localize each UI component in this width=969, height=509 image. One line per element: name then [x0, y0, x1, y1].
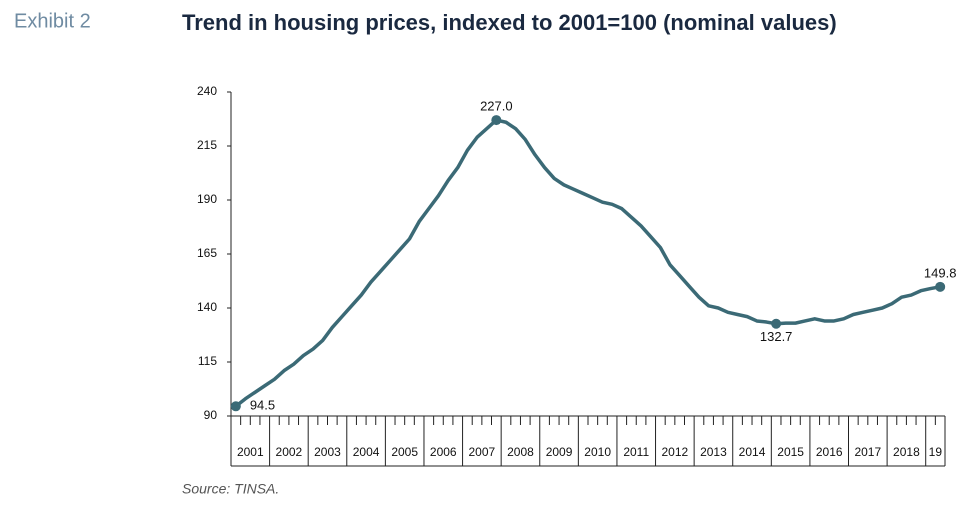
y-tick-label: 115 [198, 354, 217, 368]
point-marker [935, 281, 946, 292]
x-tick-label: 2012 [661, 445, 688, 459]
x-tick-label: 2007 [469, 445, 496, 459]
x-tick-label: 2009 [546, 445, 573, 459]
x-tick-label: 2006 [430, 445, 457, 459]
chart-title: Trend in housing prices, indexed to 2001… [182, 10, 837, 35]
x-tick-label: 19 [929, 445, 943, 459]
x-tick-label: 2015 [777, 445, 804, 459]
x-tick-label: 2018 [893, 445, 920, 459]
x-tick-label: 2002 [276, 445, 303, 459]
value-label: 227.0 [480, 99, 513, 114]
y-tick-label: 240 [197, 84, 217, 98]
value-label: 149.8 [924, 265, 957, 280]
x-tick-label: 2005 [391, 445, 418, 459]
x-tick-label: 2003 [314, 445, 341, 459]
x-tick-label: 2013 [700, 445, 727, 459]
point-marker [230, 401, 241, 412]
x-tick-label: 2014 [739, 445, 766, 459]
y-tick-label: 140 [197, 300, 217, 314]
point-marker [491, 115, 502, 126]
x-tick-label: 2011 [623, 445, 649, 459]
x-tick-label: 2001 [237, 445, 264, 459]
value-label: 94.5 [250, 398, 275, 413]
x-tick-label: 2016 [816, 445, 843, 459]
line [234, 118, 941, 408]
y-tick-label: 190 [197, 192, 217, 206]
x-tick-label: 2004 [353, 445, 380, 459]
point-marker [771, 318, 782, 329]
source: Source: TINSA. [182, 481, 279, 497]
x-tick-label: 2017 [854, 445, 881, 459]
value-label: 132.7 [760, 329, 793, 344]
exhibit-label: Exhibit 2 [14, 10, 91, 32]
y-tick-label: 165 [197, 246, 217, 260]
y-tick-label: 90 [204, 408, 218, 422]
x-tick-label: 2010 [584, 445, 611, 459]
x-tick-label: 2008 [507, 445, 534, 459]
y-tick-label: 215 [197, 138, 217, 152]
